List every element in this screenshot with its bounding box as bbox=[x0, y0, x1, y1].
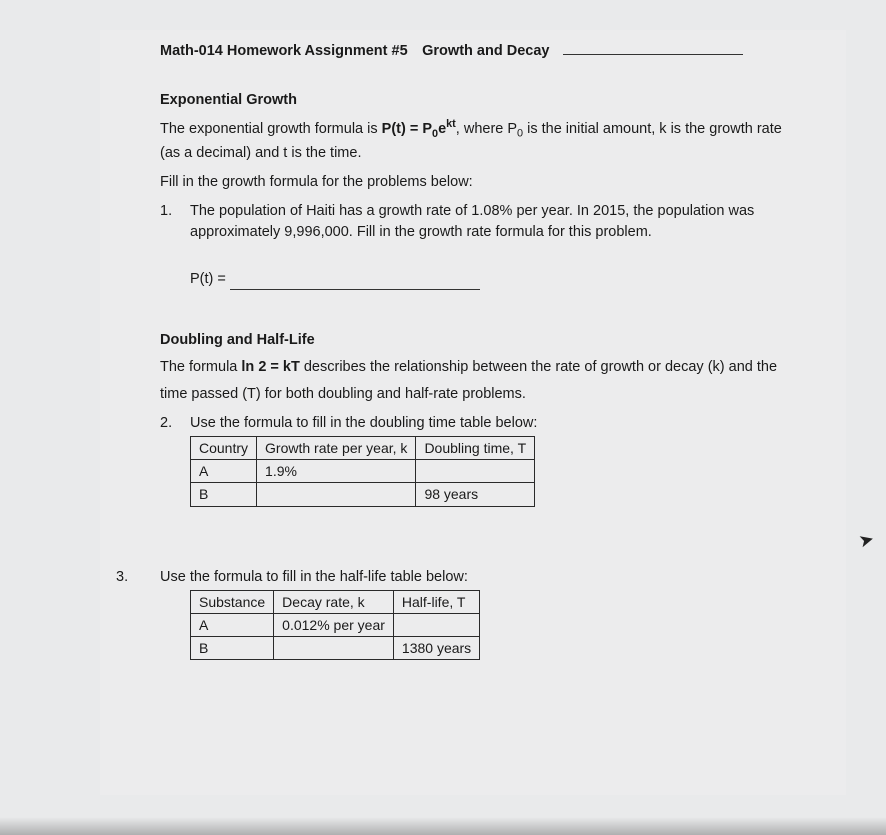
table-header: Substance bbox=[191, 590, 274, 613]
formula-bold2: e bbox=[438, 121, 446, 137]
table-cell-blank[interactable] bbox=[274, 637, 394, 660]
fill-instruction: Fill in the growth formula for the probl… bbox=[160, 172, 786, 193]
header-row: Math-014 Homework Assignment #5 Growth a… bbox=[160, 40, 786, 62]
section-doubling-title: Doubling and Half-Life bbox=[160, 330, 786, 351]
table-cell: B bbox=[191, 483, 257, 506]
doubling-line1: The formula ln 2 = kT describes the rela… bbox=[160, 357, 786, 378]
text-fragment: The exponential growth formula is bbox=[160, 121, 382, 137]
table-cell-blank[interactable] bbox=[416, 459, 535, 482]
q3-text: Use the formula to fill in the half-life… bbox=[160, 567, 786, 588]
table-cell: 0.012% per year bbox=[274, 613, 394, 636]
table-row: A 0.012% per year bbox=[191, 613, 480, 636]
page-background: Math-014 Homework Assignment #5 Growth a… bbox=[0, 0, 886, 835]
text-fragment: The formula bbox=[160, 359, 241, 375]
table-cell-blank[interactable] bbox=[257, 483, 416, 506]
table-header: Country bbox=[191, 436, 257, 459]
question-3: 3. Use the formula to fill in the half-l… bbox=[116, 567, 786, 588]
formula-sup: kt bbox=[446, 118, 456, 130]
section-exponential-title: Exponential Growth bbox=[160, 90, 786, 111]
formula-bold: P(t) = P bbox=[382, 121, 432, 137]
table-header: Half-life, T bbox=[393, 590, 479, 613]
assignment-title: Math-014 Homework Assignment #5 Growth a… bbox=[160, 41, 549, 62]
q2-number: 2. bbox=[160, 413, 190, 434]
table-row: Country Growth rate per year, k Doubling… bbox=[191, 436, 535, 459]
table-cell: A bbox=[191, 613, 274, 636]
table-cell: A bbox=[191, 459, 257, 482]
halflife-table: Substance Decay rate, k Half-life, T A 0… bbox=[190, 590, 480, 661]
bottom-shadow bbox=[0, 817, 886, 835]
cursor-icon: ➤ bbox=[856, 528, 876, 552]
table-header: Growth rate per year, k bbox=[257, 436, 416, 459]
table-row: B 98 years bbox=[191, 483, 535, 506]
pt-blank-line[interactable] bbox=[230, 275, 480, 290]
table-cell: 1380 years bbox=[393, 637, 479, 660]
table-header: Doubling time, T bbox=[416, 436, 535, 459]
table-cell: 98 years bbox=[416, 483, 535, 506]
doubling-line2: time passed (T) for both doubling and ha… bbox=[160, 384, 786, 405]
q1-number: 1. bbox=[160, 201, 190, 243]
table-row: A 1.9% bbox=[191, 459, 535, 482]
name-blank-line[interactable] bbox=[563, 40, 743, 55]
question-1: 1. The population of Haiti has a growth … bbox=[160, 201, 786, 243]
question-2: 2. Use the formula to fill in the doubli… bbox=[160, 413, 786, 434]
text-fragment: , where P bbox=[456, 121, 517, 137]
table-header: Decay rate, k bbox=[274, 590, 394, 613]
pt-answer-row: P(t) = bbox=[190, 269, 786, 290]
formula-ln2: ln 2 = kT bbox=[241, 359, 299, 375]
formula-description: The exponential growth formula is P(t) =… bbox=[160, 117, 786, 164]
q1-text: The population of Haiti has a growth rat… bbox=[190, 201, 786, 243]
q3-number: 3. bbox=[116, 567, 160, 588]
doubling-table: Country Growth rate per year, k Doubling… bbox=[190, 436, 535, 507]
document-page: Math-014 Homework Assignment #5 Growth a… bbox=[100, 30, 846, 795]
table-cell: B bbox=[191, 637, 274, 660]
pt-label: P(t) = bbox=[190, 269, 226, 290]
table-cell-blank[interactable] bbox=[393, 613, 479, 636]
q2-text: Use the formula to fill in the doubling … bbox=[190, 413, 786, 434]
spacer bbox=[160, 537, 786, 567]
table-cell: 1.9% bbox=[257, 459, 416, 482]
table-row: Substance Decay rate, k Half-life, T bbox=[191, 590, 480, 613]
text-fragment: describes the relationship between the r… bbox=[300, 359, 777, 375]
table-row: B 1380 years bbox=[191, 637, 480, 660]
